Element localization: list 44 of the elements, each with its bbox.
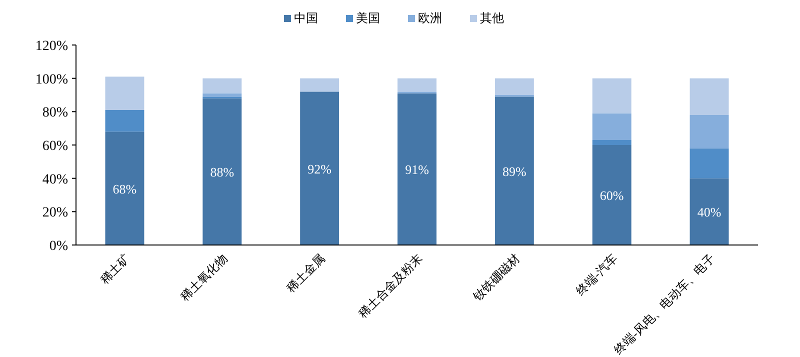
x-tick-label: 钕铁硼磁材 <box>470 251 523 304</box>
y-tick-label: 100% <box>35 72 68 88</box>
x-tick-label: 稀土矿 <box>97 251 133 287</box>
bar <box>690 148 729 178</box>
y-tick-label: 60% <box>42 139 68 154</box>
bar <box>592 78 632 114</box>
data-label: 68% <box>112 181 137 196</box>
bar <box>690 115 729 148</box>
x-tick-label: 稀土合金及粉末 <box>356 251 426 321</box>
y-tick-label: 40% <box>42 172 68 188</box>
bar <box>202 98 242 245</box>
data-label: 91% <box>405 162 430 178</box>
y-tick-label: 20% <box>42 206 68 221</box>
bar <box>202 78 242 94</box>
x-tick-label: 稀土氧化物 <box>178 251 230 304</box>
bar <box>690 178 729 245</box>
legend-label: 其他 <box>480 11 504 25</box>
legend-label: 中国 <box>294 11 318 25</box>
legend-label: 欧洲 <box>418 11 442 25</box>
data-label: 89% <box>502 164 527 179</box>
bar <box>300 78 340 92</box>
bar <box>398 93 436 245</box>
data-label: 60% <box>600 188 624 203</box>
bar <box>300 92 340 245</box>
y-tick-label: 0% <box>49 239 68 254</box>
bar <box>494 78 534 95</box>
bar <box>105 76 144 110</box>
data-label: 40% <box>697 204 722 220</box>
bar <box>105 132 144 245</box>
bar <box>592 113 632 140</box>
bar <box>690 78 729 115</box>
data-label: 92% <box>308 161 332 176</box>
x-tick-label: 终端-汽车 <box>573 251 620 298</box>
bar <box>105 110 144 132</box>
bar <box>592 140 632 145</box>
bar <box>202 93 242 97</box>
y-tick-label: 120% <box>35 39 68 54</box>
x-tick-label: 稀土金属 <box>284 251 328 296</box>
bar <box>398 78 436 92</box>
y-tick-label: 80% <box>42 106 68 121</box>
data-label: 88% <box>210 164 234 180</box>
legend-label: 美国 <box>356 11 380 25</box>
bar <box>592 145 632 245</box>
bar <box>494 96 534 245</box>
